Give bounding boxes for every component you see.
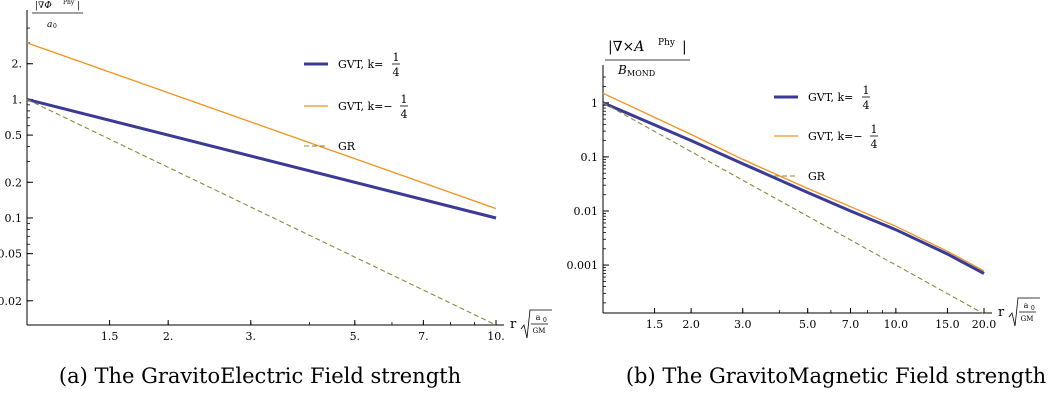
y-tick-label: 1	[591, 97, 598, 110]
legend-sign: −	[383, 100, 392, 113]
x-axis-label: r	[998, 305, 1005, 320]
x-tick-label: 3.0	[734, 318, 752, 331]
legend-label-0: GVT, k=	[338, 58, 383, 71]
series-line-0	[27, 99, 496, 218]
legend-label-1: GVT, k=−	[808, 130, 863, 143]
x-tick-label: 2.	[163, 330, 174, 343]
x-tick-label: 1.5	[646, 318, 664, 331]
legend-label-0: GVT, k=	[808, 91, 853, 104]
series-line-1	[27, 43, 496, 209]
x-tick-label: 10.	[487, 330, 505, 343]
y-tick-label: 0.02	[0, 295, 22, 308]
series-line-2	[603, 103, 984, 314]
series-line-0	[603, 103, 984, 274]
panel-caption: (b) The GravitoMagnetic Field strength	[626, 364, 1046, 388]
legend-frac-num: 1	[871, 123, 878, 136]
x-unit-numerator: a	[536, 313, 541, 322]
y-axis-label-den-sub: 0	[53, 23, 57, 30]
y-tick-label: 0.5	[5, 129, 23, 142]
y-tick-label: 2.	[12, 58, 23, 71]
y-axis-label-den: B	[617, 63, 627, 77]
x-unit-denominator: GM	[1021, 315, 1034, 323]
legend-sign: −	[853, 130, 862, 143]
legend-frac-den: 4	[863, 99, 870, 112]
legend-frac-num: 1	[863, 84, 870, 97]
y-axis-label-close: |	[77, 1, 80, 11]
legend-label-1: GVT, k=−	[338, 100, 393, 113]
x-unit-numerator-sub: 0	[543, 317, 547, 324]
x-tick-label: 1.5	[101, 330, 119, 343]
y-tick-label: 0.1	[581, 151, 599, 164]
legend-frac-den: 4	[871, 138, 878, 151]
legend-frac-den: 4	[401, 108, 408, 121]
x-unit-numerator: a	[1024, 301, 1029, 310]
y-tick-label: 1.	[12, 93, 23, 106]
x-axis-label: r	[510, 317, 517, 332]
panel-caption: (a) The GravitoElectric Field strength	[59, 364, 461, 388]
x-tick-label: 7.	[418, 330, 429, 343]
y-axis-label-den: a	[47, 20, 52, 30]
y-tick-label: 0.01	[574, 205, 599, 218]
y-axis-label-top: |∇Φ	[35, 1, 52, 11]
y-axis-label-den-sub: MOND	[627, 69, 655, 78]
x-tick-label: 10.0	[884, 318, 909, 331]
legend-label-2: GR	[338, 140, 356, 153]
x-tick-label: 2.0	[682, 318, 700, 331]
legend-frac-den: 4	[393, 66, 400, 79]
x-tick-label: 5.0	[799, 318, 817, 331]
legend-frac-num: 1	[393, 51, 400, 64]
y-tick-label: 0.001	[567, 259, 599, 272]
x-unit-numerator-sub: 0	[1031, 305, 1035, 312]
y-tick-label: 0.05	[0, 248, 22, 261]
series-line-2	[27, 99, 496, 325]
legend-frac-num: 1	[401, 93, 408, 106]
x-tick-label: 5.	[350, 330, 361, 343]
y-tick-label: 0.1	[5, 212, 23, 225]
y-axis-label-sup: Phy	[63, 0, 75, 6]
x-tick-label: 3.	[246, 330, 257, 343]
legend-label-2: GR	[808, 170, 826, 183]
y-axis-label-top: |∇×A	[608, 39, 644, 55]
x-unit-denominator: GM	[533, 327, 546, 335]
x-tick-label: 20.0	[972, 318, 997, 331]
x-tick-label: 15.0	[935, 318, 960, 331]
x-tick-label: 7.0	[842, 318, 860, 331]
y-axis-label-close: |	[682, 39, 687, 55]
y-axis-label-sup: Phy	[658, 38, 676, 48]
y-tick-label: 0.2	[5, 176, 23, 189]
